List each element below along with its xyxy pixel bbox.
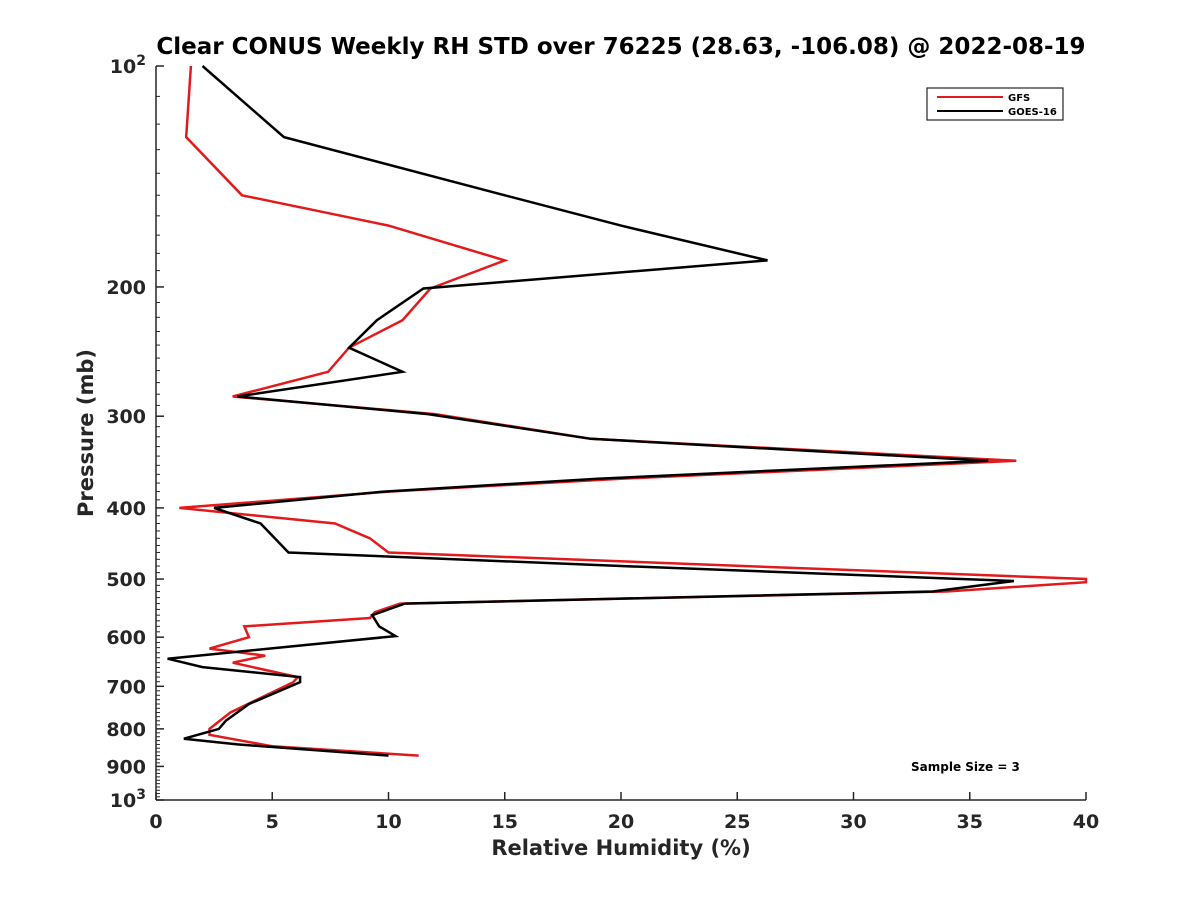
y-tick-label-400: 400 [106,498,146,520]
y-tick-label-700: 700 [106,676,146,698]
y-axis-label: Pressure (mb) [74,349,98,517]
y-axis-ticks: 102 200 300 400 500 600 700 800 900 103 [106,53,164,812]
x-tick-label-35: 35 [957,811,983,833]
x-axis-ticks: 0 5 10 15 20 25 30 35 40 [149,792,1099,833]
x-tick-label-40: 40 [1073,811,1099,833]
series-layer [167,65,1088,757]
y-tick-label-800: 800 [106,719,146,741]
chart-title: Clear CONUS Weekly RH STD over 76225 (28… [156,34,1085,60]
legend: GFS GOES-16 [926,87,1064,121]
legend-box [926,87,1064,121]
series-line-goes16 [167,65,1015,757]
plot-area [156,66,1086,800]
x-tick-label-5: 5 [266,811,279,833]
y-tick-label-300: 300 [106,406,146,428]
y-tick-label-200: 200 [106,277,146,299]
x-tick-label-25: 25 [724,811,750,833]
legend-label-goes16: GOES-16 [1008,107,1057,118]
x-tick-label-15: 15 [492,811,518,833]
x-tick-label-30: 30 [840,811,866,833]
y-tick-label-500: 500 [106,569,146,591]
y-tick-label-1000: 103 [110,787,146,812]
legend-label-gfs: GFS [1008,93,1030,104]
y-tick-label-100: 102 [110,53,146,78]
x-tick-label-20: 20 [608,811,634,833]
y-tick-label-600: 600 [106,627,146,649]
x-tick-label-10: 10 [375,811,401,833]
x-tick-label-0: 0 [149,811,162,833]
x-axis-label: Relative Humidity (%) [491,836,750,860]
y-tick-label-900: 900 [106,756,146,778]
sample-size-annotation: Sample Size = 3 [911,760,1020,774]
